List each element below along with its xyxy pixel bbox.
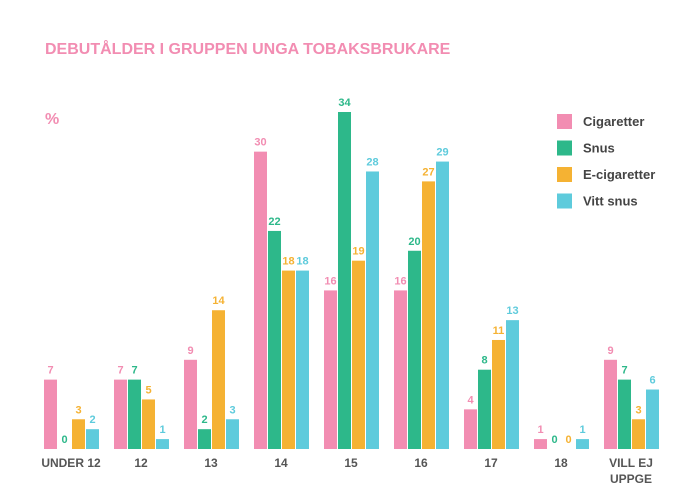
legend-swatch	[557, 140, 572, 156]
value-label: 2	[201, 414, 207, 426]
bar	[618, 379, 631, 449]
bar	[156, 439, 169, 449]
value-label: 1	[537, 424, 543, 436]
value-label: 7	[117, 365, 123, 377]
value-label: 30	[254, 137, 266, 149]
value-label: 11	[493, 325, 505, 337]
legend-label: Snus	[583, 141, 615, 156]
bar	[632, 419, 645, 449]
legend-label: Vitt snus	[583, 194, 638, 209]
value-label: 1	[159, 424, 165, 436]
bar	[198, 429, 211, 449]
value-label: 1	[579, 424, 585, 436]
value-label: 34	[338, 97, 351, 109]
value-label: 3	[635, 404, 641, 416]
bar	[72, 419, 85, 449]
value-label: 3	[75, 404, 81, 416]
value-label: 8	[481, 355, 487, 367]
x-tick-label: VILL EJ UPPGE	[609, 456, 653, 486]
value-label: 3	[229, 404, 235, 416]
bar	[534, 439, 547, 449]
value-label: 0	[565, 434, 571, 446]
bar	[128, 379, 141, 449]
bar	[366, 171, 379, 449]
legend-label: E-cigaretter	[583, 167, 655, 182]
x-tick-label: 13	[204, 456, 218, 470]
value-label: 22	[268, 216, 280, 228]
bar	[478, 369, 491, 449]
value-label: 5	[145, 384, 151, 396]
value-label: 16	[394, 275, 406, 287]
x-tick-label: 12	[134, 456, 148, 470]
legend-swatch	[557, 193, 572, 209]
bar	[212, 310, 225, 449]
bar	[394, 290, 407, 449]
bar	[296, 270, 309, 449]
x-tick-label: 17	[484, 456, 498, 470]
value-label: 9	[187, 345, 193, 357]
bar	[436, 161, 449, 449]
value-label: 20	[408, 236, 420, 248]
bar	[268, 230, 281, 449]
x-tick-label: 15	[344, 456, 358, 470]
value-label: 18	[296, 256, 308, 268]
value-label: 4	[467, 394, 474, 406]
bar	[324, 290, 337, 449]
value-label: 14	[212, 295, 225, 307]
bar	[422, 181, 435, 449]
legend-swatch	[557, 114, 572, 129]
x-tick-label: 18	[554, 456, 568, 470]
bar	[86, 429, 99, 449]
unit-label: %	[45, 111, 59, 128]
bar	[114, 379, 127, 449]
bar	[408, 250, 421, 449]
value-label: 16	[324, 275, 336, 287]
x-tick-label: 14	[274, 456, 288, 470]
bar	[604, 359, 617, 449]
bar	[646, 389, 659, 449]
value-label: 27	[422, 166, 434, 178]
value-label: 7	[47, 365, 53, 377]
value-label: 18	[282, 256, 294, 268]
value-label: 7	[131, 365, 137, 377]
bar	[464, 409, 477, 449]
bar	[338, 112, 351, 449]
value-label: 13	[506, 305, 518, 317]
bar	[576, 439, 589, 449]
value-label: 9	[607, 345, 613, 357]
value-label: 2	[89, 414, 95, 426]
bar	[254, 151, 267, 449]
value-label: 0	[551, 434, 557, 446]
x-tick-label: 16	[414, 456, 428, 470]
x-tick-label: UNDER 12	[41, 456, 101, 470]
value-label: 6	[649, 375, 655, 387]
bar	[44, 379, 57, 449]
value-label: 19	[352, 246, 364, 258]
bar	[492, 339, 505, 449]
bar	[226, 419, 239, 449]
value-label: 28	[366, 156, 378, 168]
value-label: 7	[621, 365, 627, 377]
chart-title: DEBUTÅLDER I GRUPPEN UNGA TOBAKSBRUKARE	[45, 39, 451, 58]
bar	[506, 320, 519, 449]
value-label: 29	[436, 147, 448, 159]
bar	[142, 399, 155, 449]
legend-label: Cigaretter	[583, 114, 644, 129]
legend-swatch	[557, 167, 572, 182]
bar	[352, 260, 365, 449]
bar	[282, 270, 295, 449]
value-label: 0	[61, 434, 67, 446]
bar	[184, 359, 197, 449]
